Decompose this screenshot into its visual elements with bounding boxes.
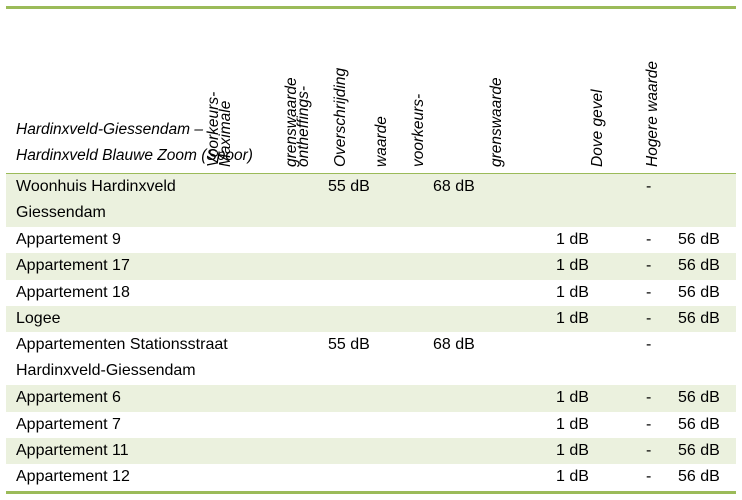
table-row: Appartement 17 1 dB - 56 dB (6, 253, 736, 280)
row-name: Appartementen Stationsstraat Hardinxveld-… (16, 336, 228, 380)
dove-gevel-value: - (646, 336, 652, 354)
table-row: Appartementen Stationsstraat Hardinxveld-… (6, 332, 736, 385)
voorkeursgrenswaarde-value: 55 dB (328, 336, 370, 354)
hogere-waarde-value: 56 dB (678, 257, 720, 275)
row-name: Logee (16, 309, 61, 327)
row-name: Appartement 6 (16, 389, 121, 407)
header-overschrijding: Overschrijding voorkeurs- grenswaarde (332, 67, 505, 167)
overschrijding-value: 1 dB (556, 257, 589, 275)
dove-gevel-value: - (646, 415, 652, 433)
ontheffingswaarde-value: 68 dB (433, 336, 475, 354)
table-row: Appartement 9 1 dB - 56 dB (6, 227, 736, 253)
dove-gevel-value: - (646, 309, 652, 327)
dove-gevel-value: - (646, 283, 652, 301)
overschrijding-value: 1 dB (556, 415, 589, 433)
row-name: Appartement 7 (16, 415, 121, 433)
row-name: Appartement 18 (16, 283, 130, 301)
row-name: Appartement 17 (16, 257, 130, 275)
table-row: Appartement 18 1 dB - 56 dB (6, 280, 736, 306)
overschrijding-value: 1 dB (556, 389, 589, 407)
overschrijding-value: 1 dB (556, 468, 589, 486)
table-row: Appartement 6 1 dB - 56 dB (6, 385, 736, 412)
table-header: Hardinxveld-Giessendam – Hardinxveld Bla… (6, 9, 736, 173)
row-name: Appartement 9 (16, 230, 121, 248)
hogere-waarde-value: 56 dB (678, 441, 720, 459)
overschrijding-value: 1 dB (556, 309, 589, 327)
row-name: Appartement 12 (16, 468, 130, 486)
table-bottom-rule (6, 490, 736, 494)
dove-gevel-value: - (646, 178, 652, 195)
dove-gevel-value: - (646, 230, 652, 248)
dove-gevel-value: - (646, 441, 652, 459)
hogere-waarde-value: 56 dB (678, 309, 720, 327)
overschrijding-value: 1 dB (556, 230, 589, 248)
overschrijding-value: 1 dB (556, 441, 589, 459)
row-name: Appartement 11 (16, 441, 129, 459)
dove-gevel-value: - (646, 468, 652, 486)
hogere-waarde-value: 56 dB (678, 468, 720, 486)
dove-gevel-value: - (646, 257, 652, 275)
hogere-waarde-value: 56 dB (678, 230, 720, 248)
row-name: Woonhuis Hardinxveld Giessendam (16, 178, 176, 221)
ontheffingswaarde-value: 68 dB (433, 178, 475, 195)
hogere-waarde-value: 56 dB (678, 389, 720, 407)
header-divider (6, 173, 736, 174)
table-row: Appartement 11 1 dB - 56 dB (6, 437, 736, 465)
hogere-waarde-value: 56 dB (678, 283, 720, 301)
table-row: Woonhuis Hardinxveld Giessendam 55 dB 68 dB… (6, 174, 736, 227)
table-row: Appartement 12 1 dB - 56 dB (6, 464, 736, 490)
table-row: Logee 1 dB - 56 dB (6, 305, 736, 333)
header-hogere-waarde: Hogere waarde (644, 61, 661, 167)
noise-table: Hardinxveld-Giessendam – Hardinxveld Bla… (6, 6, 736, 494)
overschrijding-value: 1 dB (556, 283, 589, 301)
hogere-waarde-value: 56 dB (678, 415, 720, 433)
voorkeursgrenswaarde-value: 55 dB (328, 178, 370, 195)
location-line-1: Hardinxveld-Giessendam – (16, 121, 203, 138)
location-header: Hardinxveld-Giessendam – Hardinxveld Bla… (16, 117, 253, 169)
table-row: Appartement 7 1 dB - 56 dB (6, 412, 736, 438)
table-body: Woonhuis Hardinxveld Giessendam 55 dB 68 dB… (6, 174, 736, 491)
table-top-rule (6, 6, 736, 9)
dove-gevel-value: - (646, 389, 652, 407)
location-line-2: Hardinxveld Blauwe Zoom (Spoor) (16, 147, 253, 164)
